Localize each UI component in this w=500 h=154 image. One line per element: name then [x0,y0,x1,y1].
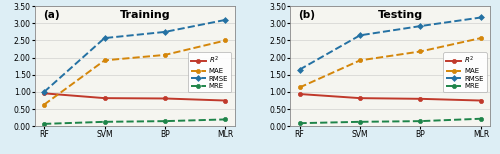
Line: RMSE: RMSE [42,18,228,94]
MRE [478,118,484,120]
$R^2$ [296,93,302,95]
RMSE [478,17,484,18]
RMSE [41,91,47,93]
Legend: $R^2$, MAE, RMSE, MRE: $R^2$, MAE, RMSE, MRE [444,52,486,92]
Legend: $R^2$, MAE, RMSE, MRE: $R^2$, MAE, RMSE, MRE [188,52,231,92]
Line: MRE: MRE [298,117,483,125]
Line: MAE: MAE [42,38,228,107]
MRE [162,120,168,122]
Text: (a): (a) [43,10,60,20]
MAE [41,104,47,106]
Line: $R^2$: $R^2$ [298,92,483,103]
Text: (b): (b) [298,10,316,20]
MAE [478,37,484,39]
Line: MAE: MAE [298,36,483,90]
Line: RMSE: RMSE [298,15,483,72]
Line: $R^2$: $R^2$ [42,91,228,103]
$R^2$ [357,97,363,99]
RMSE [102,37,107,39]
$R^2$ [478,100,484,101]
MRE [418,120,424,122]
MRE [357,121,363,123]
RMSE [222,19,228,21]
MRE [41,123,47,125]
MAE [418,51,424,52]
MAE [222,40,228,41]
$R^2$ [222,100,228,101]
$R^2$ [102,97,107,99]
RMSE [162,31,168,33]
MAE [296,87,302,88]
MRE [102,121,107,123]
RMSE [296,69,302,71]
MAE [162,54,168,56]
MAE [102,59,107,61]
$R^2$ [41,92,47,94]
MAE [357,59,363,61]
$R^2$ [418,98,424,100]
Text: Testing: Testing [378,10,423,20]
$R^2$ [162,97,168,99]
MRE [222,118,228,120]
Line: MRE: MRE [42,117,228,126]
MRE [296,122,302,124]
RMSE [418,25,424,27]
RMSE [357,34,363,36]
Text: Training: Training [120,10,170,20]
